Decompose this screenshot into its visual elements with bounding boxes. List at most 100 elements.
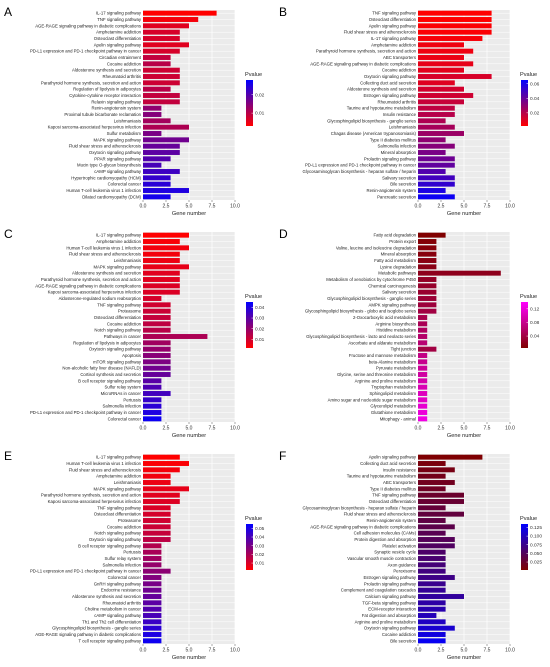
bar (143, 378, 162, 384)
bar (143, 556, 162, 561)
category-label: B cell receptor signaling pathway (78, 543, 142, 548)
bar (143, 549, 162, 555)
bar (143, 581, 162, 587)
bar (143, 181, 171, 187)
category-label: Platelet activation (382, 543, 416, 548)
bar (143, 55, 171, 60)
bar (143, 359, 171, 365)
category-label: Renin-angiotensin system (367, 518, 417, 523)
category-label: Protein export (389, 239, 417, 244)
bar (418, 232, 446, 238)
category-label: mTOR signaling pathway (93, 359, 142, 364)
category-label: Cytokine-cytokine receptor interaction (69, 93, 141, 98)
category-label: Insulin resistance (383, 112, 417, 117)
category-label: Choline metabolism in cancer (85, 607, 142, 612)
bar (418, 480, 455, 485)
bar (143, 625, 162, 631)
bar (143, 530, 171, 536)
bar (418, 568, 446, 574)
category-label: Prolactin signaling pathway (364, 581, 417, 586)
bar (143, 575, 162, 580)
bar (418, 518, 446, 523)
bar (418, 581, 446, 587)
bar (143, 334, 208, 339)
bar (418, 619, 446, 625)
legend-title: Pvalue (245, 516, 262, 522)
bar (418, 23, 492, 29)
panel-e: E IL-17 signaling pathway Human T-cell leu… (0, 444, 275, 666)
x-tick-label: 2.5 (438, 426, 445, 432)
category-label: Bile secretion (390, 638, 416, 643)
bar (143, 346, 171, 352)
bar (418, 334, 428, 339)
panel-b: B TNF signaling pathway Osteoclast differe… (275, 0, 550, 222)
bar (143, 365, 171, 371)
category-label: MicroRNAs in cancer (101, 391, 142, 396)
category-label: Histidine metabolism (376, 328, 416, 333)
category-label: Calcium signaling pathway (365, 594, 417, 599)
bar (418, 29, 492, 35)
category-label: MAPK signaling pathway (93, 137, 141, 142)
legend-tick-label: 0.02 (255, 326, 265, 332)
category-label: Synaptic vesicle cycle (374, 550, 416, 555)
category-label: Notch signaling pathway (94, 328, 141, 333)
bar (143, 384, 162, 390)
category-label: Colorectal cancer (108, 182, 142, 187)
bar (418, 359, 428, 365)
bar (418, 321, 428, 327)
x-tick-label: 0.0 (140, 204, 147, 210)
category-label: Taurine and hypotaurine metabolism (347, 106, 417, 111)
bar (143, 619, 162, 625)
category-label: Estrogen signaling pathway (363, 575, 416, 580)
bar (143, 486, 189, 492)
category-label: Chemical carcinogenesis (368, 283, 416, 288)
x-tick-label: 5.0 (461, 648, 468, 654)
category-label: Axon guidance (388, 562, 417, 567)
bar (143, 308, 171, 314)
bar (143, 613, 162, 618)
x-tick-label: 2.5 (163, 426, 170, 432)
category-label: 2-Oxocarboxylic acid metabolism (353, 315, 416, 320)
category-label: Salmonella infection (103, 404, 142, 409)
legend-tick-label: 0.03 (255, 543, 265, 549)
legend-tick-label: 0.03 (255, 316, 265, 322)
bar (418, 258, 437, 263)
bar (418, 600, 446, 606)
category-label: Amphetamine addiction (371, 42, 417, 47)
category-label: Aldosterone synthesis and secretion (72, 594, 142, 599)
category-label: Pathways in cancer (104, 334, 142, 339)
category-label: Cocaine addiction (107, 524, 142, 529)
bar (418, 613, 437, 618)
category-label: Pancreatic secretion (377, 194, 417, 199)
bar (143, 162, 162, 168)
bar (418, 587, 446, 593)
legend-tick-label: 0.01 (255, 337, 265, 343)
category-label: Amphetamine addiction (96, 474, 142, 479)
bar (143, 315, 171, 320)
category-label: Leishmaniasis (114, 258, 141, 263)
category-label: Parathyroid hormone synthesis, secretion… (41, 493, 142, 498)
bar (418, 467, 455, 473)
category-label: TNF signaling pathway (97, 302, 142, 307)
bar (418, 372, 428, 377)
category-label: Relaxin signaling pathway (91, 99, 142, 104)
category-label: Fructose and mannose metabolism (349, 353, 417, 358)
category-label: Ascorbate and aldarate metabolism (348, 340, 416, 345)
category-label: Fluid shear stress and atherosclerosis (344, 512, 416, 517)
x-tick-label: 7.5 (209, 204, 216, 210)
bar (418, 105, 455, 111)
bar (143, 264, 189, 270)
category-label: Chagas disease (American trypanosomiasis… (331, 131, 417, 136)
category-label: Protein digestion and absorption (354, 537, 416, 542)
category-label: Metabolic pathways (378, 271, 416, 276)
bar (143, 606, 162, 612)
category-label: Fatty acid metabolism (374, 258, 416, 263)
category-label: Estrogen signaling pathway (363, 93, 416, 98)
category-label: Osteoclast differentiation (94, 36, 142, 41)
category-label: Hypertrophic cardiomyopathy (HCM) (71, 175, 141, 180)
x-tick-label: 5.0 (186, 648, 193, 654)
category-label: Valine, leucine and isoleucine degradati… (336, 245, 417, 250)
legend-title: Pvalue (520, 72, 537, 78)
category-label: TNF signaling pathway (372, 11, 417, 16)
category-label: Fluid shear stress and atherosclerosis (69, 252, 141, 257)
